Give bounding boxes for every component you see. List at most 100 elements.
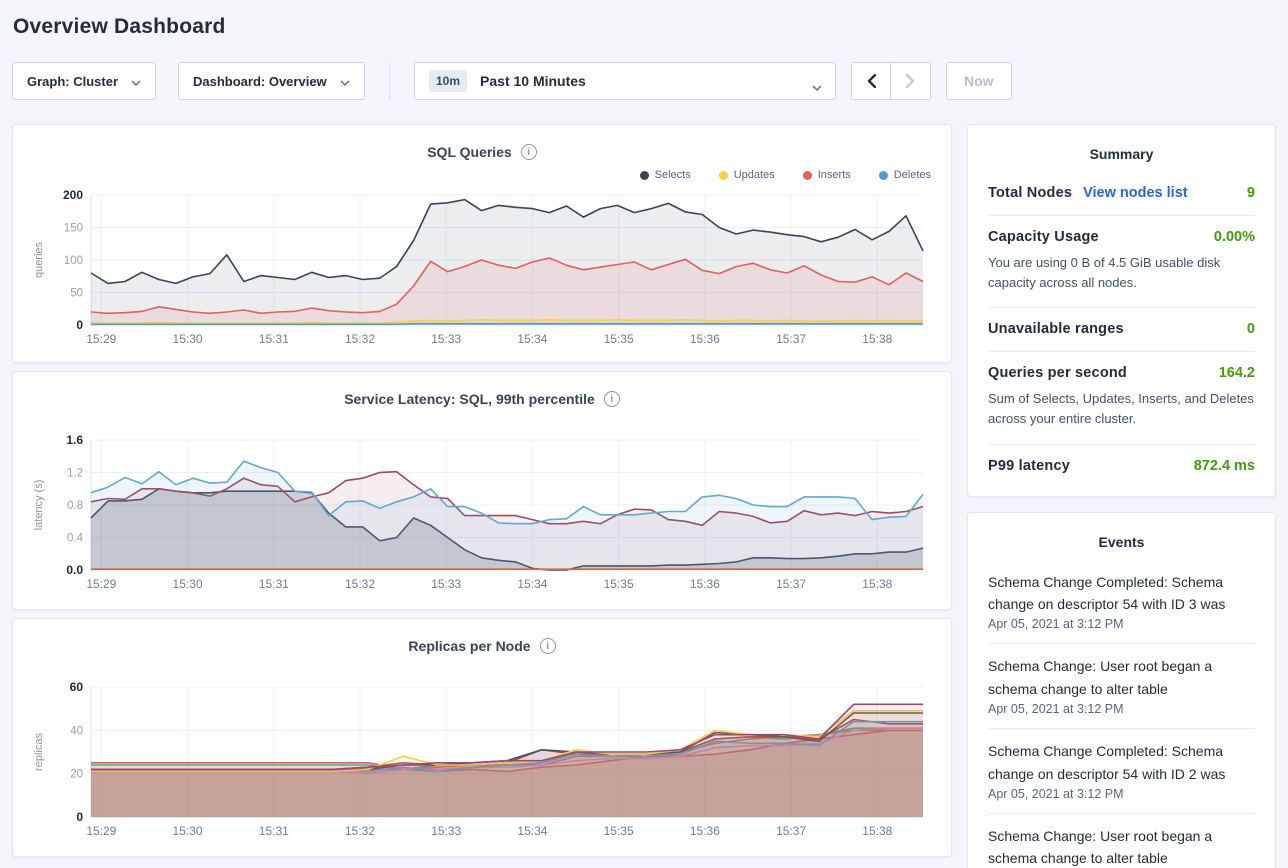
graph-dropdown-label: Graph: Cluster (27, 73, 119, 89)
legend-label: Selects (654, 169, 691, 181)
page-title: Overview Dashboard (13, 15, 226, 38)
sql-queries-card: SQL Queries i Selects Updates Inserts Delet… (12, 124, 952, 363)
qps-description: Sum of Selects, Updates, Inserts, and De… (988, 391, 1254, 427)
now-button[interactable]: Now (946, 62, 1012, 100)
legend-dot-icon (878, 170, 888, 180)
svg-text:200: 200 (63, 188, 83, 202)
svg-text:15:36: 15:36 (690, 577, 720, 591)
legend-label: Inserts (817, 169, 851, 181)
toolbar: Graph: Cluster Dashboard: Overview 10m P… (12, 62, 1276, 100)
svg-text:15:30: 15:30 (173, 824, 203, 838)
dashboard-dropdown-label: Dashboard: Overview (193, 73, 327, 89)
svg-text:0: 0 (76, 318, 83, 332)
capacity-value: 0.00% (1213, 229, 1255, 245)
svg-text:15:34: 15:34 (517, 577, 547, 591)
svg-text:0.8: 0.8 (67, 500, 83, 512)
chevron-down-icon (812, 79, 822, 94)
capacity-label: Capacity Usage (988, 229, 1099, 245)
svg-text:15:34: 15:34 (517, 824, 547, 838)
svg-text:15:30: 15:30 (173, 577, 203, 591)
event-item: Schema Change Completed: Schema change o… (988, 560, 1255, 645)
events-title: Events (1098, 533, 1145, 550)
svg-text:15:35: 15:35 (604, 332, 634, 346)
svg-text:15:37: 15:37 (776, 577, 806, 591)
summary-row-capacity: Capacity Usage 0.00% You are using 0 B o… (988, 216, 1255, 309)
chevron-down-icon (131, 74, 141, 89)
svg-text:40: 40 (70, 725, 83, 737)
svg-text:15:35: 15:35 (604, 577, 634, 591)
svg-text:15:37: 15:37 (776, 332, 806, 346)
info-icon[interactable]: i (603, 391, 620, 407)
svg-text:latency (s): latency (s) (33, 480, 45, 531)
chevron-down-icon (340, 74, 350, 89)
time-range-label: Past 10 Minutes (480, 73, 586, 89)
service-latency-chart[interactable]: 0.0 0.4 0.8 1.2 1.6 15:29 15:30 15:31 15:32 15:33… (29, 430, 937, 598)
qps-label: Queries per second (988, 365, 1127, 382)
legend-item-deletes: Deletes (878, 169, 931, 181)
chart-title: Service Latency: SQL, 99th percentile (344, 391, 595, 407)
info-icon[interactable]: i (520, 144, 537, 160)
legend-item-inserts: Inserts (802, 169, 851, 181)
time-step-buttons (851, 62, 931, 100)
summary-panel: Summary Total Nodes View nodes list 9 Ca… (967, 124, 1276, 497)
svg-text:15:32: 15:32 (345, 332, 375, 346)
svg-text:15:36: 15:36 (690, 332, 720, 346)
unavailable-ranges-label: Unavailable ranges (988, 321, 1124, 338)
dashboard-dropdown[interactable]: Dashboard: Overview (178, 62, 365, 100)
event-item: Schema Change: User root began a schema … (988, 644, 1255, 730)
svg-text:15:31: 15:31 (259, 577, 289, 591)
svg-text:queries: queries (33, 241, 45, 278)
svg-text:15:35: 15:35 (604, 824, 634, 838)
svg-text:15:31: 15:31 (259, 824, 289, 838)
event-item: Schema Change: User root began a schema … (988, 814, 1255, 868)
svg-text:15:38: 15:38 (862, 577, 892, 591)
event-text: Schema Change: User root began a schema … (988, 658, 1213, 697)
replicas-per-node-chart[interactable]: 0 20 40 60 15:29 15:30 15:31 15:32 15:33 15:34 15:… (29, 677, 937, 845)
toolbar-divider (389, 62, 390, 100)
sql-queries-chart[interactable]: 0 50 100 150 200 15:29 15:30 15:31 15:32 15:33 15:… (29, 185, 937, 353)
event-text: Schema Change Completed: Schema change o… (988, 743, 1226, 782)
svg-text:20: 20 (70, 769, 83, 781)
event-timestamp: Apr 05, 2021 at 3:12 PM (988, 702, 1124, 717)
legend-dot-icon (718, 170, 728, 180)
event-text: Schema Change Completed: Schema change o… (988, 573, 1226, 612)
time-range-picker[interactable]: 10m Past 10 Minutes (414, 62, 836, 100)
svg-text:15:32: 15:32 (345, 577, 375, 591)
next-time-button[interactable] (891, 63, 930, 99)
replicas-per-node-card: Replicas per Node i 0 20 40 60 15:29 15:30 15:… (12, 618, 952, 857)
qps-value: 164.2 (1218, 365, 1255, 382)
unavailable-ranges-value: 0 (1246, 321, 1255, 338)
svg-text:0: 0 (76, 810, 83, 824)
view-nodes-list-link[interactable]: View nodes list (1083, 185, 1188, 201)
svg-text:50: 50 (70, 288, 83, 300)
svg-text:0.4: 0.4 (67, 533, 84, 545)
svg-text:1.2: 1.2 (67, 468, 83, 480)
event-timestamp: Apr 05, 2021 at 3:12 PM (988, 786, 1124, 801)
svg-text:15:36: 15:36 (690, 824, 720, 838)
svg-text:0.0: 0.0 (66, 563, 83, 577)
capacity-description: You are using 0 B of 4.5 GiB usable disk… (988, 255, 1221, 291)
sidebar: Summary Total Nodes View nodes list 9 Ca… (967, 124, 1276, 868)
chart-title: SQL Queries (427, 144, 512, 160)
svg-text:15:31: 15:31 (259, 332, 289, 346)
content: SQL Queries i Selects Updates Inserts Delet… (12, 124, 1276, 868)
total-nodes-value: 9 (1246, 185, 1255, 201)
p99-latency-value: 872.4 ms (1193, 457, 1255, 474)
legend-item-updates: Updates (718, 169, 775, 181)
event-timestamp: Apr 05, 2021 at 3:12 PM (988, 617, 1124, 632)
summary-row-total-nodes: Total Nodes View nodes list 9 (988, 172, 1255, 216)
chart-title: Replicas per Node (408, 638, 531, 654)
svg-text:15:38: 15:38 (862, 824, 892, 838)
graph-dropdown[interactable]: Graph: Cluster (12, 62, 156, 100)
svg-text:100: 100 (64, 255, 83, 267)
legend-label: Updates (733, 169, 775, 181)
time-range-badge: 10m (429, 70, 468, 92)
svg-text:15:29: 15:29 (86, 577, 116, 591)
summary-row-unavailable-ranges: Unavailable ranges 0 (988, 308, 1255, 353)
previous-time-button[interactable] (852, 63, 891, 99)
legend-item-selects: Selects (639, 169, 691, 181)
info-icon[interactable]: i (539, 638, 556, 654)
svg-text:15:34: 15:34 (517, 332, 547, 346)
legend-dot-icon (802, 170, 812, 180)
